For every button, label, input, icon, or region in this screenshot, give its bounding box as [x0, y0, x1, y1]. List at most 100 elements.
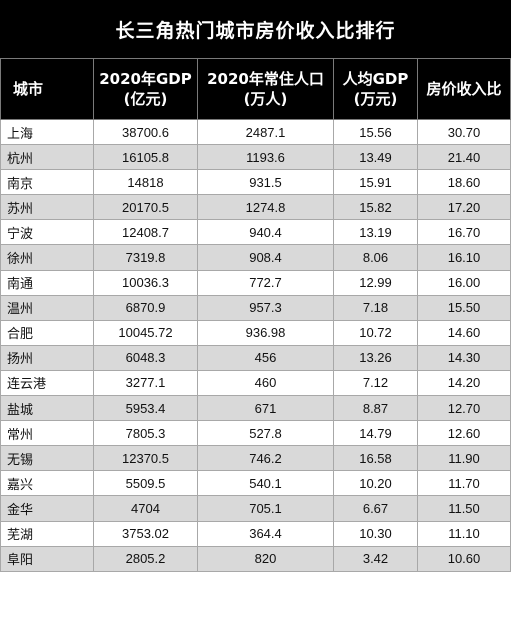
per-capita-gdp-cell: 13.49 — [333, 144, 418, 171]
per-capita-gdp-cell: 15.56 — [333, 118, 418, 146]
ranking-table: 城市 2020年GDP (亿元) 2020年常住人口 (万人) 人均GDP (万… — [0, 58, 511, 572]
gdp-cell: 38700.6 — [93, 118, 198, 146]
per-capita-gdp-cell: 13.26 — [333, 344, 418, 371]
gdp-cell: 6048.3 — [93, 344, 198, 371]
header-price-income-ratio: 房价收入比 — [417, 58, 511, 120]
city-cell: 苏州 — [0, 194, 94, 221]
gdp-cell: 3277.1 — [93, 369, 198, 397]
population-cell: 2487.1 — [197, 118, 334, 146]
per-capita-gdp-cell: 15.82 — [333, 194, 418, 221]
table-body: 上海 38700.6 2487.1 15.56 30.70 杭州 16105.8 1193.6… — [0, 118, 511, 572]
city-cell: 南通 — [0, 269, 94, 296]
table-row: 南京 14818 931.5 15.91 18.60 — [0, 169, 511, 196]
population-cell: 931.5 — [197, 169, 334, 196]
table-row: 扬州 6048.3 456 13.26 14.30 — [0, 344, 511, 371]
gdp-cell: 7805.3 — [93, 420, 198, 447]
header-per-capita-gdp-unit: (万元) — [353, 90, 398, 108]
header-population-label: 2020年常住人口 — [207, 70, 324, 88]
population-cell: 746.2 — [197, 445, 334, 472]
table-title: 长三角热门城市房价收入比排行 — [0, 0, 511, 58]
table-row: 盐城 5953.4 671 8.87 12.70 — [0, 395, 511, 422]
city-cell: 盐城 — [0, 395, 94, 422]
per-capita-gdp-cell: 16.58 — [333, 445, 418, 472]
price-income-ratio-cell: 12.70 — [417, 395, 511, 422]
table-row: 无锡 12370.5 746.2 16.58 11.90 — [0, 445, 511, 472]
gdp-cell: 6870.9 — [93, 294, 198, 321]
table-row: 杭州 16105.8 1193.6 13.49 21.40 — [0, 144, 511, 171]
price-income-ratio-cell: 16.00 — [417, 269, 511, 296]
gdp-cell: 10036.3 — [93, 269, 198, 296]
city-cell: 扬州 — [0, 344, 94, 371]
header-city: 城市 — [0, 58, 94, 120]
city-cell: 合肥 — [0, 319, 94, 346]
population-cell: 540.1 — [197, 470, 334, 497]
population-cell: 772.7 — [197, 269, 334, 296]
population-cell: 705.1 — [197, 495, 334, 522]
city-cell: 常州 — [0, 420, 94, 447]
population-cell: 527.8 — [197, 420, 334, 447]
population-cell: 460 — [197, 369, 334, 397]
table-row: 宁波 12408.7 940.4 13.19 16.70 — [0, 219, 511, 246]
city-cell: 上海 — [0, 118, 94, 146]
population-cell: 456 — [197, 344, 334, 371]
price-income-ratio-cell: 11.90 — [417, 445, 511, 472]
table-row: 嘉兴 5509.5 540.1 10.20 11.70 — [0, 470, 511, 497]
per-capita-gdp-cell: 15.91 — [333, 169, 418, 196]
gdp-cell: 5509.5 — [93, 470, 198, 497]
price-income-ratio-cell: 14.30 — [417, 344, 511, 371]
header-population: 2020年常住人口 (万人) — [197, 58, 334, 120]
city-cell: 连云港 — [0, 369, 94, 397]
table-header: 城市 2020年GDP (亿元) 2020年常住人口 (万人) 人均GDP (万… — [0, 58, 511, 120]
per-capita-gdp-cell: 10.30 — [333, 520, 418, 547]
per-capita-gdp-cell: 6.67 — [333, 495, 418, 522]
population-cell: 820 — [197, 545, 334, 572]
population-cell: 936.98 — [197, 319, 334, 346]
header-gdp: 2020年GDP (亿元) — [93, 58, 198, 120]
header-row: 城市 2020年GDP (亿元) 2020年常住人口 (万人) 人均GDP (万… — [0, 58, 511, 120]
population-cell: 671 — [197, 395, 334, 422]
price-income-ratio-cell: 16.70 — [417, 219, 511, 246]
city-cell: 南京 — [0, 169, 94, 196]
table-row: 温州 6870.9 957.3 7.18 15.50 — [0, 294, 511, 321]
gdp-cell: 16105.8 — [93, 144, 198, 171]
price-income-ratio-cell: 30.70 — [417, 118, 511, 146]
gdp-cell: 2805.2 — [93, 545, 198, 572]
per-capita-gdp-cell: 7.12 — [333, 369, 418, 397]
price-income-ratio-cell: 15.50 — [417, 294, 511, 321]
price-income-ratio-cell: 16.10 — [417, 244, 511, 271]
city-cell: 无锡 — [0, 445, 94, 472]
table-row: 合肥 10045.72 936.98 10.72 14.60 — [0, 319, 511, 346]
per-capita-gdp-cell: 13.19 — [333, 219, 418, 246]
population-cell: 957.3 — [197, 294, 334, 321]
city-cell: 宁波 — [0, 219, 94, 246]
per-capita-gdp-cell: 12.99 — [333, 269, 418, 296]
city-cell: 温州 — [0, 294, 94, 321]
gdp-cell: 12370.5 — [93, 445, 198, 472]
gdp-cell: 7319.8 — [93, 244, 198, 271]
price-income-ratio-cell: 18.60 — [417, 169, 511, 196]
city-cell: 嘉兴 — [0, 470, 94, 497]
per-capita-gdp-cell: 10.20 — [333, 470, 418, 497]
city-cell: 徐州 — [0, 244, 94, 271]
header-price-income-ratio-label: 房价收入比 — [426, 80, 502, 98]
price-income-ratio-cell: 12.60 — [417, 420, 511, 447]
table-row: 上海 38700.6 2487.1 15.56 30.70 — [0, 118, 511, 146]
header-per-capita-gdp-label: 人均GDP — [342, 70, 409, 88]
per-capita-gdp-cell: 8.06 — [333, 244, 418, 271]
population-cell: 1274.8 — [197, 194, 334, 221]
gdp-cell: 12408.7 — [93, 219, 198, 246]
price-income-ratio-cell: 14.60 — [417, 319, 511, 346]
per-capita-gdp-cell: 8.87 — [333, 395, 418, 422]
table-row: 芜湖 3753.02 364.4 10.30 11.10 — [0, 520, 511, 547]
per-capita-gdp-cell: 14.79 — [333, 420, 418, 447]
price-income-ratio-cell: 14.20 — [417, 369, 511, 397]
per-capita-gdp-cell: 7.18 — [333, 294, 418, 321]
price-income-ratio-cell: 21.40 — [417, 144, 511, 171]
table-row: 苏州 20170.5 1274.8 15.82 17.20 — [0, 194, 511, 221]
gdp-cell: 3753.02 — [93, 520, 198, 547]
header-gdp-label: 2020年GDP — [99, 70, 192, 88]
city-cell: 芜湖 — [0, 520, 94, 547]
city-cell: 金华 — [0, 495, 94, 522]
gdp-cell: 4704 — [93, 495, 198, 522]
